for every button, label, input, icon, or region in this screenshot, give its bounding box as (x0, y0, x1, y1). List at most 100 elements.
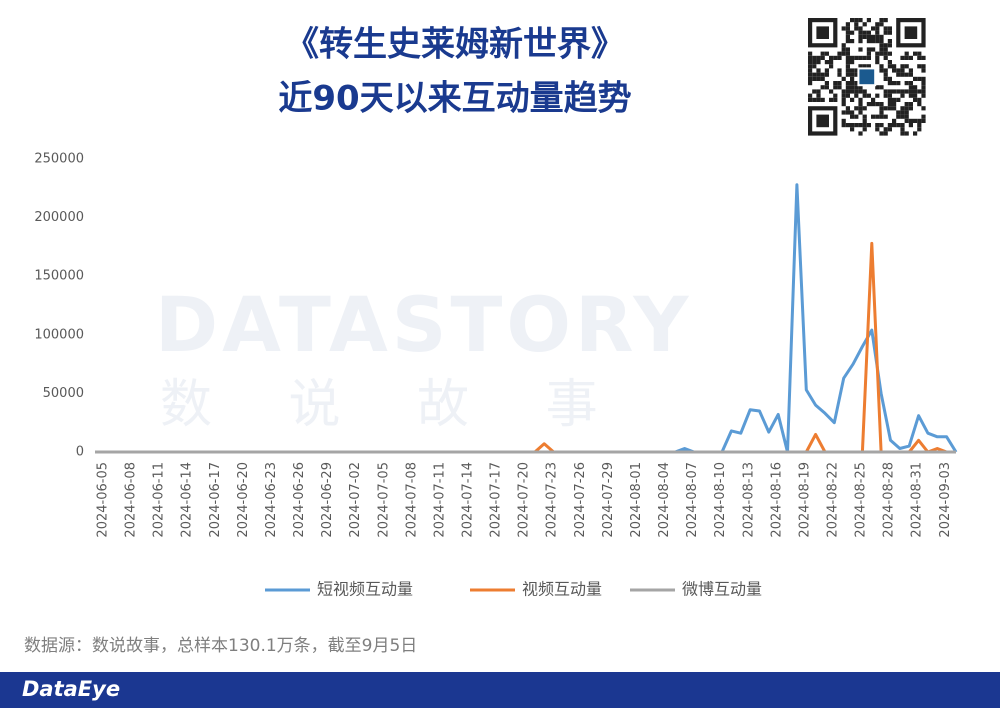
qr-cell (892, 123, 897, 128)
qr-cell (896, 97, 901, 102)
qr-cell (858, 18, 863, 23)
qr-cell (820, 72, 825, 77)
legend-label: 视频互动量 (522, 580, 602, 599)
qr-cell (833, 93, 838, 98)
qr-cell (866, 93, 871, 98)
qr-cell (879, 102, 884, 107)
qr-cell (850, 39, 855, 44)
qr-cell (837, 85, 842, 90)
qr-cell (921, 85, 926, 90)
qr-cell (900, 127, 905, 132)
qr-cell (904, 114, 909, 119)
x-tick-label: 2024-07-05 (376, 462, 391, 538)
qr-cell (816, 60, 821, 65)
qr-cell (913, 118, 918, 123)
qr-cell (816, 72, 821, 77)
qr-cell (883, 68, 888, 73)
qr-cell (879, 64, 884, 69)
qr-cell (883, 26, 888, 31)
qr-cell (837, 72, 842, 77)
qr-cell (862, 114, 867, 119)
qr-cell (875, 127, 880, 132)
qr-cell (871, 97, 876, 102)
qr-cell (879, 39, 884, 44)
qr-cell (921, 93, 926, 98)
qr-cell (875, 22, 880, 27)
qr-cell (883, 55, 888, 60)
qr-cell (871, 114, 876, 119)
qr-cell (850, 81, 855, 86)
chart-subtitle: 近90天以来互动量趋势 (278, 79, 631, 119)
qr-cell (917, 97, 922, 102)
qr-cell (921, 89, 926, 94)
qr-cell (913, 76, 918, 81)
qr-cell (875, 114, 880, 119)
qr-cell (841, 51, 846, 56)
qr-cell (917, 127, 922, 132)
qr-cell (908, 123, 913, 128)
qr-cell (845, 26, 850, 31)
x-tick-label: 2024-07-02 (348, 462, 363, 538)
qr-cell (862, 93, 867, 98)
qr-cell (850, 123, 855, 128)
qr-cell (879, 47, 884, 52)
qr-cell (858, 106, 863, 111)
qr-cell (812, 72, 817, 77)
qr-cell (808, 55, 813, 60)
qr-cell (824, 68, 829, 73)
x-tick-label: 2024-06-05 (96, 462, 111, 538)
qr-cell (904, 110, 909, 115)
qr-cell (917, 102, 922, 107)
qr-cell (887, 89, 892, 94)
qr-cell (908, 81, 913, 86)
qr-cell (833, 97, 838, 102)
qr-cell (837, 51, 842, 56)
qr-cell (883, 18, 888, 23)
qr-cell (921, 114, 926, 119)
legend-label: 短视频互动量 (317, 580, 413, 599)
qr-cell (871, 26, 876, 31)
qr-cell (887, 64, 892, 69)
qr-cell (824, 72, 829, 77)
watermark-cn: 数 说 故 事 (160, 375, 628, 435)
qr-cell (850, 72, 855, 77)
qr-cell (862, 30, 867, 35)
qr-cell (892, 64, 897, 69)
qr-cell (866, 39, 871, 44)
qr-cell (850, 89, 855, 94)
qr-cell (887, 60, 892, 65)
qr-cell (858, 131, 863, 136)
qr-cell (845, 51, 850, 56)
qr-finder (816, 26, 829, 39)
qr-cell (866, 18, 871, 23)
qr-cell (854, 114, 859, 119)
qr-cell (896, 110, 901, 115)
x-tick-label: 2024-06-26 (292, 462, 307, 538)
x-tick-label: 2024-08-28 (882, 462, 897, 538)
qr-cell (854, 18, 859, 23)
qr-cell (845, 106, 850, 111)
qr-cell (879, 34, 884, 39)
qr-cell (921, 76, 926, 81)
qr-cell (816, 97, 821, 102)
qr-cell (887, 26, 892, 31)
qr-cell (875, 26, 880, 31)
qr-cell (837, 55, 842, 60)
qr-cell (879, 110, 884, 115)
x-tick-label: 2024-07-14 (460, 462, 475, 538)
qr-cell (921, 118, 926, 123)
qr-cell (917, 89, 922, 94)
qr-cell (858, 97, 863, 102)
qr-cell (854, 89, 859, 94)
qr-cell (908, 85, 913, 90)
qr-cell (845, 68, 850, 73)
qr-cell (896, 68, 901, 73)
qr-cell (812, 64, 817, 69)
source-note: 数据源：数说故事，总样本130.1万条，截至9月5日 (24, 636, 417, 656)
qr-cell (858, 30, 863, 35)
qr-cell (816, 93, 821, 98)
qr-cell (833, 55, 838, 60)
qr-cell (900, 131, 905, 136)
x-tick-label: 2024-07-08 (404, 462, 419, 538)
x-tick-label: 2024-06-29 (320, 462, 335, 538)
